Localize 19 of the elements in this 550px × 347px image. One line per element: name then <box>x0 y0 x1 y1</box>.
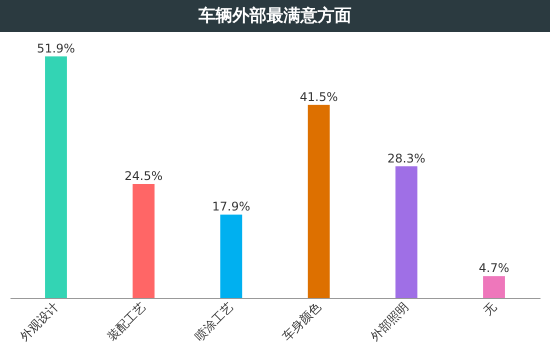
chart-title: 车辆外部最满意方面 <box>0 0 550 32</box>
data-label: 24.5% <box>124 168 163 183</box>
x-tick-label: 车身颜色 <box>280 300 324 344</box>
x-tick-label: 无 <box>480 300 499 318</box>
data-label: 41.5% <box>300 90 338 104</box>
x-tick-label: 外部照明 <box>368 300 412 344</box>
x-tick-label: 外观设计 <box>17 300 61 344</box>
data-label: 28.3% <box>387 151 426 166</box>
bar <box>45 56 67 298</box>
x-tick-label: 装配工艺 <box>104 300 149 344</box>
data-label: 4.7% <box>478 261 510 276</box>
x-tick-label: 喷涂工艺 <box>192 300 236 344</box>
data-label: 51.9% <box>36 41 76 56</box>
bar <box>308 104 330 298</box>
bar <box>395 166 418 298</box>
bar <box>483 276 505 298</box>
bar <box>220 214 242 298</box>
bar <box>132 184 155 298</box>
data-label: 17.9% <box>212 200 250 214</box>
